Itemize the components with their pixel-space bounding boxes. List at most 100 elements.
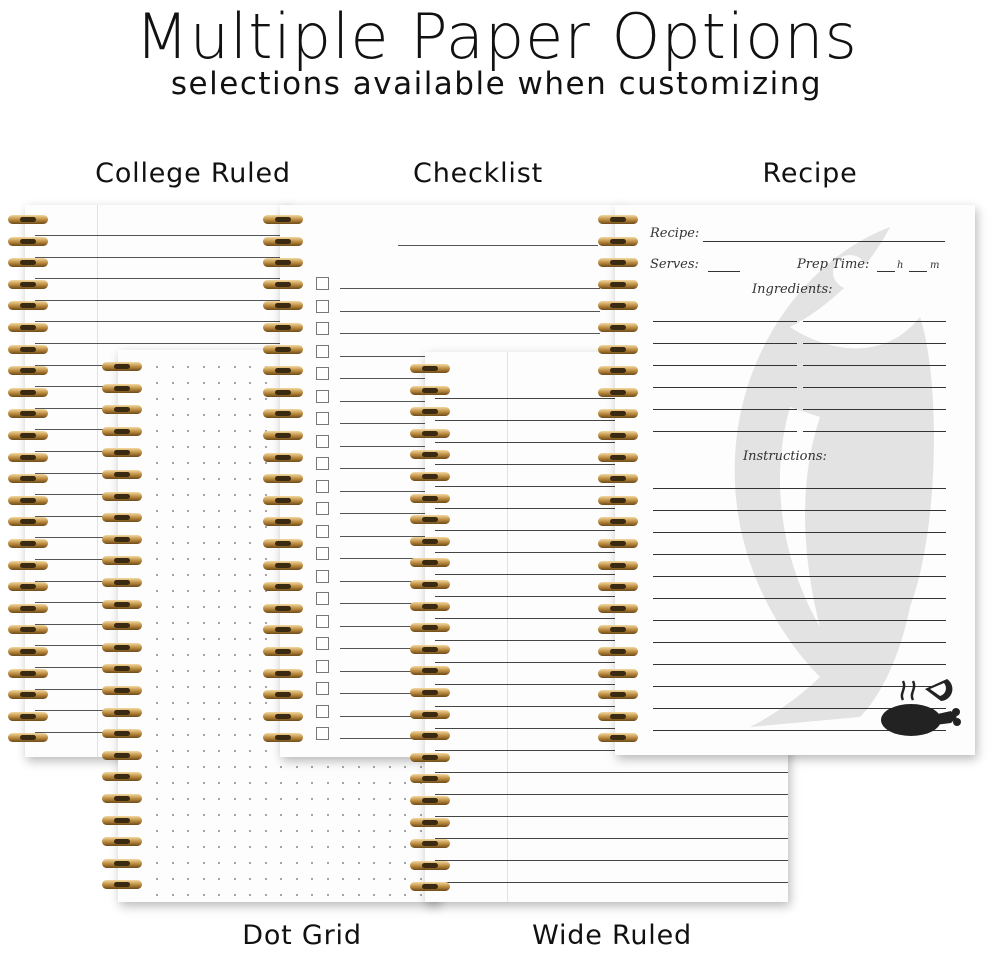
grid-dot [357, 798, 360, 800]
ruled-line [435, 882, 788, 883]
ruled-line [435, 706, 788, 707]
grid-dot [342, 846, 344, 848]
checkbox [316, 299, 329, 313]
grid-dot [264, 462, 267, 464]
ingredient-line [653, 365, 797, 366]
grid-dot [202, 574, 205, 576]
grid-dot [264, 590, 267, 592]
spiral-coil [102, 664, 142, 674]
grid-dot [202, 430, 205, 432]
grid-dot [187, 766, 189, 768]
roast-chicken-icon [881, 679, 961, 736]
prep-time-label: Prep Time: [797, 257, 870, 272]
grid-dot [373, 766, 375, 768]
spiral-coil [263, 452, 303, 462]
checkbox [316, 727, 329, 740]
grid-dot [295, 894, 298, 896]
grid-dot [326, 814, 329, 816]
grid-dot [342, 878, 344, 880]
grid-dot [264, 702, 267, 704]
label-dot-grid: Dot Grid [242, 920, 362, 951]
spiral-coil [102, 448, 142, 458]
spiral-coil [410, 558, 450, 568]
spiral-coil [598, 301, 638, 311]
grid-dot [404, 766, 406, 768]
grid-dot [202, 446, 205, 448]
grid-dot [171, 718, 174, 720]
checkbox [316, 524, 329, 538]
grid-dot [187, 894, 189, 896]
spiral-coil [8, 431, 48, 440]
spiral-coil [410, 601, 450, 611]
grid-dot [218, 878, 220, 880]
checkbox [316, 277, 329, 290]
spiral-coil [102, 534, 142, 544]
grid-dot [404, 878, 406, 880]
grid-dot [404, 782, 406, 784]
grid-dot [233, 734, 236, 736]
grid-dot [295, 846, 298, 848]
spiral-coil [263, 409, 303, 419]
spiral-coil [263, 495, 303, 505]
spiral-coil [410, 515, 450, 525]
spiral-coil [8, 258, 48, 268]
grid-dot [357, 862, 360, 864]
grid-dot [202, 686, 205, 688]
grid-dot [295, 830, 298, 832]
spiral-coil [8, 323, 48, 332]
grid-dot [187, 862, 189, 864]
ruled-line [435, 574, 788, 575]
spiral-coil [598, 668, 638, 678]
label-recipe: Recipe [762, 158, 858, 189]
checklist-line [340, 333, 600, 334]
grid-dot [171, 766, 174, 768]
spiral-coil [8, 517, 48, 527]
grid-dot [156, 622, 158, 624]
grid-dot [218, 382, 220, 384]
grid-dot [264, 798, 267, 800]
instruction-line [653, 598, 946, 599]
spiral-coil [102, 513, 142, 523]
grid-dot [171, 398, 174, 400]
grid-dot [171, 814, 174, 816]
grid-dot [171, 798, 174, 800]
spiral-coil [598, 258, 638, 268]
grid-dot [171, 510, 174, 512]
grid-dot [404, 862, 406, 864]
spiral-coil [8, 366, 48, 376]
grid-dot [342, 766, 344, 768]
grid-dot [419, 878, 422, 880]
grid-dot [156, 510, 158, 512]
grid-dot [171, 542, 174, 544]
spiral-coil [102, 621, 142, 631]
instruction-line [653, 708, 946, 709]
grid-dot [218, 366, 220, 368]
grid-dot [311, 798, 313, 800]
grid-dot [419, 814, 422, 816]
grid-dot [156, 478, 158, 480]
grid-dot [233, 814, 236, 816]
grid-dot [187, 366, 189, 368]
checkbox [316, 457, 329, 470]
instruction-line [653, 576, 946, 577]
grid-dot [233, 686, 236, 688]
grid-dot [187, 830, 189, 832]
ingredient-line [803, 409, 946, 410]
grid-dot [218, 430, 220, 432]
grid-dot [218, 638, 220, 640]
label-checklist: Checklist [413, 158, 543, 189]
spiral-coil [598, 647, 638, 656]
grid-dot [388, 846, 391, 848]
grid-dot [249, 574, 251, 576]
spiral-coil [102, 383, 142, 393]
grid-dot [202, 526, 205, 528]
grid-dot [187, 814, 189, 816]
spiral-coil [598, 409, 638, 419]
grid-dot [249, 734, 251, 736]
checkbox [316, 322, 329, 335]
spiral-coil [263, 668, 303, 678]
spiral-coil [598, 452, 638, 462]
grid-dot [326, 766, 329, 768]
ruled-line [35, 235, 290, 236]
margin-line [507, 352, 508, 902]
